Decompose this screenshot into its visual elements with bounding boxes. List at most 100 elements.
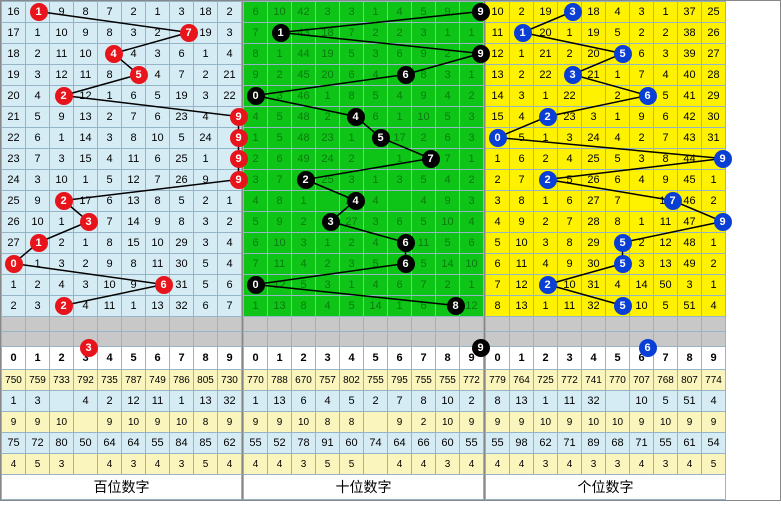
cell: 9	[122, 275, 146, 296]
cell: 2	[316, 107, 340, 128]
cell	[534, 332, 558, 347]
grid-ones: 1021918431372511201195223826121212206339…	[485, 1, 726, 500]
cell: 7	[26, 149, 50, 170]
trend-dot: 4	[347, 192, 365, 210]
summary-cell: 10	[170, 412, 194, 433]
cell: 2	[630, 128, 654, 149]
trend-dot: 3	[564, 66, 582, 84]
trend-dot: 8	[447, 297, 465, 315]
summary-cell: 788	[268, 370, 292, 391]
cell: 21	[218, 65, 242, 86]
cell: 17	[388, 128, 412, 149]
cell: 8	[412, 65, 436, 86]
cell	[194, 317, 218, 332]
col-header: 4	[582, 347, 606, 370]
cell: 23	[558, 107, 582, 128]
trend-dot: 9	[472, 339, 490, 357]
cell: 4	[388, 86, 412, 107]
summary-cell: 10	[50, 412, 74, 433]
cell: 3	[26, 170, 50, 191]
summary-cell: 4	[460, 454, 484, 475]
cell: 5	[146, 86, 170, 107]
summary-cell: 9	[558, 412, 582, 433]
cell: 3	[146, 44, 170, 65]
summary-cell: 5	[316, 454, 340, 475]
summary-cell: 4	[678, 454, 702, 475]
cell: 10	[50, 170, 74, 191]
cell: 2	[630, 23, 654, 44]
cell: 1	[244, 296, 268, 317]
cell: 2	[146, 23, 170, 44]
summary-cell: 4	[98, 454, 122, 475]
summary-cell: 770	[606, 370, 630, 391]
cell: 4	[218, 254, 242, 275]
cell: 7	[98, 2, 122, 23]
cell	[218, 332, 242, 347]
summary-cell	[74, 412, 98, 433]
cell: 5	[606, 149, 630, 170]
cell	[26, 332, 50, 347]
col-header: 5	[364, 347, 388, 370]
cell: 1	[364, 2, 388, 23]
cell	[316, 332, 340, 347]
cell: 6	[98, 191, 122, 212]
summary-cell: 805	[194, 370, 218, 391]
cell	[2, 332, 26, 347]
summary-cell: 6	[292, 391, 316, 412]
col-header: 1	[268, 347, 292, 370]
cell: 9	[50, 107, 74, 128]
summary-cell: 707	[630, 370, 654, 391]
summary-cell: 749	[146, 370, 170, 391]
cell	[194, 332, 218, 347]
cell: 4	[558, 149, 582, 170]
summary-cell: 10	[606, 412, 630, 433]
cell: 6	[606, 170, 630, 191]
cell: 1	[460, 23, 484, 44]
cell: 2	[510, 65, 534, 86]
cell: 6	[388, 212, 412, 233]
cell: 2	[388, 23, 412, 44]
summary-cell	[364, 412, 388, 433]
trend-dot: 2	[297, 171, 315, 189]
cell: 2	[26, 44, 50, 65]
cell: 11	[486, 23, 510, 44]
trend-dot: 9	[714, 150, 732, 168]
cell: 12	[50, 65, 74, 86]
summary-cell: 32	[218, 391, 242, 412]
summary-cell: 4	[218, 454, 242, 475]
panel-label: 十位数字	[244, 475, 484, 500]
cell: 3	[268, 86, 292, 107]
summary-cell: 755	[412, 370, 436, 391]
cell: 25	[316, 170, 340, 191]
trend-dot: 6	[397, 255, 415, 273]
cell: 1	[630, 212, 654, 233]
cell: 24	[2, 170, 26, 191]
cell: 5	[364, 254, 388, 275]
cell: 13	[122, 191, 146, 212]
cell: 3	[678, 275, 702, 296]
col-header: 6	[388, 347, 412, 370]
cell: 24	[582, 128, 606, 149]
cell: 42	[678, 107, 702, 128]
col-header: 5	[122, 347, 146, 370]
summary-cell: 8	[412, 391, 436, 412]
cell: 5	[558, 170, 582, 191]
cell: 10	[268, 233, 292, 254]
cell: 4	[26, 86, 50, 107]
cell	[122, 332, 146, 347]
cell: 48	[678, 233, 702, 254]
summary-cell: 5	[340, 454, 364, 475]
cell: 4	[388, 2, 412, 23]
cell: 7	[510, 170, 534, 191]
summary-cell: 55	[654, 433, 678, 454]
cell: 4	[534, 254, 558, 275]
col-header: 1	[510, 347, 534, 370]
cell: 4	[702, 296, 726, 317]
summary-cell: 4	[268, 454, 292, 475]
cell: 21	[534, 44, 558, 65]
summary-cell: 792	[74, 370, 98, 391]
cell: 5	[268, 128, 292, 149]
cell: 8	[654, 149, 678, 170]
trend-dot: 2	[55, 192, 73, 210]
cell: 5	[194, 275, 218, 296]
